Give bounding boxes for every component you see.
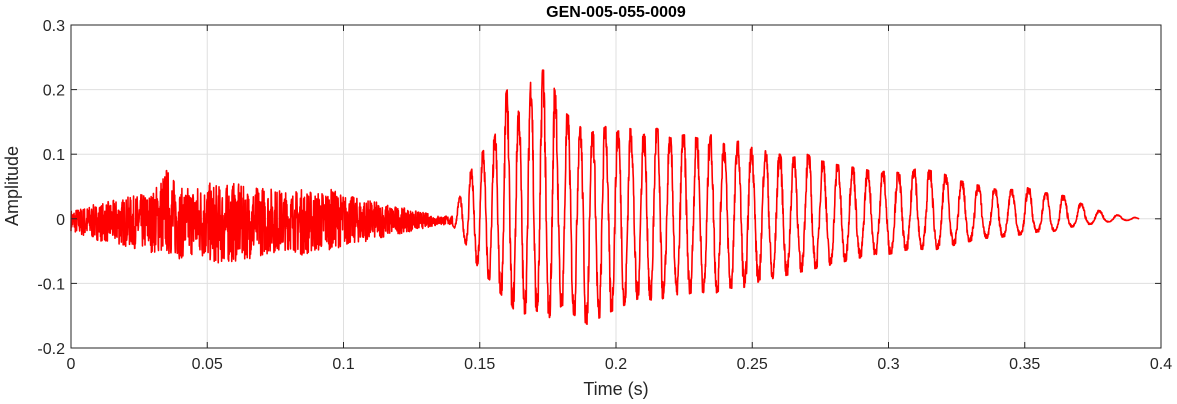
y-tick-label: -0.2 bbox=[37, 341, 65, 358]
x-tick-label: 0.25 bbox=[737, 356, 768, 373]
x-tick-label: 0.3 bbox=[877, 356, 899, 373]
plot-series-group bbox=[70, 69, 1140, 325]
grid bbox=[71, 25, 1161, 348]
x-tick-label: 0.05 bbox=[192, 356, 223, 373]
y-tick-labels: -0.2 -0.1 0 0.1 0.2 0.3 bbox=[37, 18, 65, 358]
x-tick-label: 0.4 bbox=[1150, 356, 1172, 373]
y-tick-label: 0 bbox=[56, 212, 65, 229]
x-tick-label: 0.1 bbox=[332, 356, 354, 373]
y-tick-label: 0.3 bbox=[43, 18, 65, 35]
ticks bbox=[70, 24, 1162, 349]
x-axis-label: Time (s) bbox=[583, 379, 648, 399]
x-tick-label: 0.35 bbox=[1009, 356, 1040, 373]
x-tick-label: 0.2 bbox=[605, 356, 627, 373]
y-tick-label: 0.1 bbox=[43, 147, 65, 164]
x-tick-label: 0 bbox=[67, 356, 76, 373]
y-tick-label: 0.2 bbox=[43, 83, 65, 100]
x-tick-label: 0.15 bbox=[464, 356, 495, 373]
x-tick-labels: 0 0.05 0.1 0.15 0.2 0.25 0.3 0.35 0.4 bbox=[67, 356, 1173, 373]
amplitude-line bbox=[70, 69, 1140, 325]
y-axis-label: Amplitude bbox=[2, 146, 22, 226]
chart-title: GEN-005-055-0009 bbox=[546, 4, 686, 21]
y-tick-label: -0.1 bbox=[37, 276, 65, 293]
